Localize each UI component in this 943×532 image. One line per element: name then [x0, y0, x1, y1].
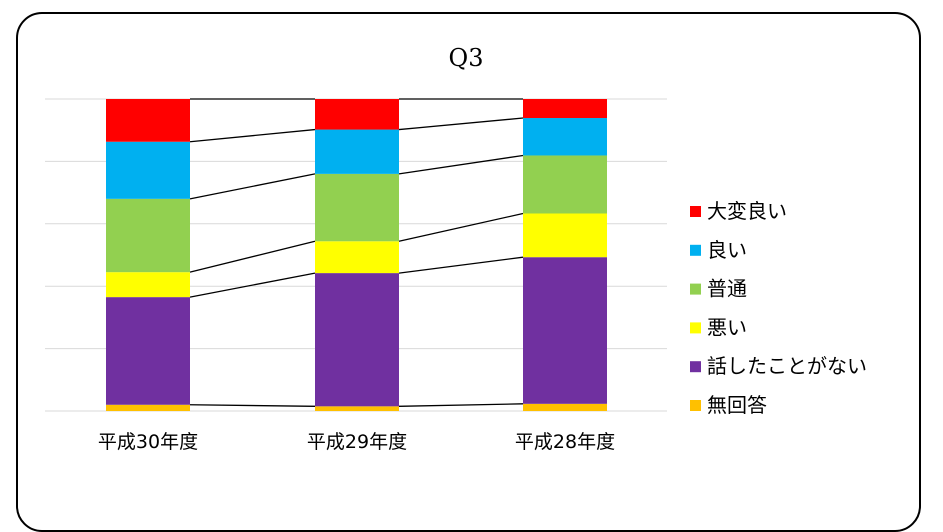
series-line [398, 403, 524, 407]
bar-segment [106, 141, 190, 199]
bar-segment [315, 273, 399, 407]
bar-segment [523, 99, 607, 119]
series-line [189, 173, 316, 200]
legend-swatch [690, 244, 701, 256]
series-line [189, 404, 316, 407]
chart-title: Q3 [449, 44, 484, 72]
bar-segment [106, 198, 190, 273]
bar-segment [523, 118, 607, 156]
x-tick-label: 平成29年度 [307, 431, 407, 453]
legend-label: 大変良い [707, 199, 787, 223]
series-line [189, 240, 316, 273]
x-tick-label: 平成30年度 [98, 431, 198, 453]
bar-segment [315, 173, 399, 242]
bar-segment [523, 257, 607, 404]
bar-segment [523, 403, 607, 411]
legend-swatch [690, 322, 701, 334]
bar-segment [315, 129, 399, 174]
series-line [398, 256, 524, 274]
series-line [398, 154, 524, 175]
bar-segment [106, 272, 190, 298]
series-line [189, 128, 316, 143]
series-line [189, 272, 316, 298]
bar-segment [315, 241, 399, 274]
legend-label: 悪い [707, 315, 747, 339]
bar-segment [315, 406, 399, 411]
legend-swatch [690, 206, 701, 217]
bar-segment [106, 99, 190, 142]
legend-label: 良い [707, 238, 747, 262]
legend-label: 普通 [707, 277, 747, 301]
bar-segment [315, 99, 399, 130]
x-tick-label: 平成28年度 [515, 431, 615, 453]
legend-swatch [690, 361, 701, 373]
bar-segment [523, 155, 607, 214]
bar-segment [523, 213, 607, 258]
bar-segment [106, 404, 190, 411]
legend-label: 話したことがない [707, 354, 867, 378]
legend-swatch [690, 283, 701, 295]
legend-label: 無回答 [707, 393, 767, 417]
series-line [398, 212, 524, 242]
series-line [398, 117, 524, 131]
bar-segment [106, 297, 190, 405]
legend-swatch [690, 400, 701, 411]
